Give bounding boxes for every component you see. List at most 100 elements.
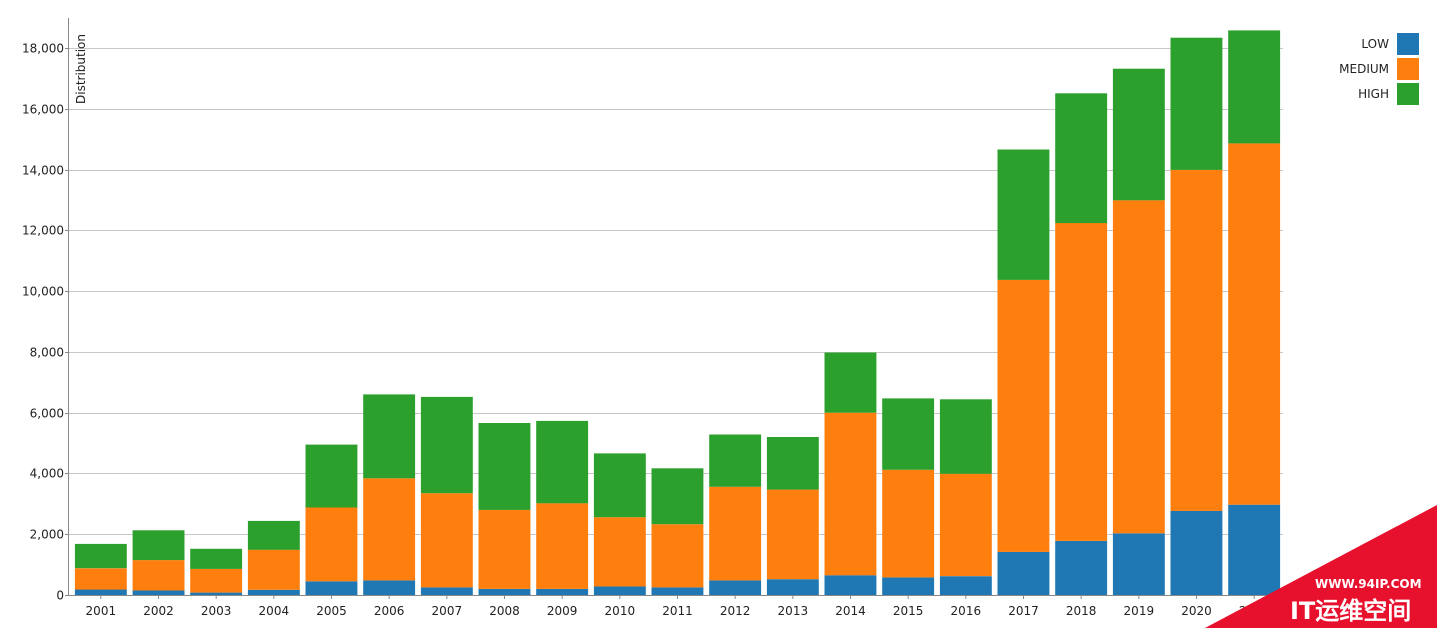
bar-segment-high-2010	[593, 453, 646, 518]
bars	[74, 30, 1281, 595]
bar-segment-medium-2010	[593, 517, 646, 587]
bar-segment-low-2006	[363, 580, 416, 595]
x-tick-label: 2003	[201, 604, 232, 618]
bar-segment-medium-2013	[766, 489, 819, 580]
bar-segment-low-2014	[824, 575, 877, 595]
bar-segment-high-2014	[824, 352, 877, 413]
legend-label-medium: MEDIUM	[1339, 62, 1389, 76]
y-tick-label: 2,000	[30, 528, 64, 542]
bar-segment-low-2013	[766, 579, 819, 595]
bar-segment-high-2001	[74, 543, 127, 569]
bar-segment-low-2004	[247, 589, 300, 595]
bar-segment-high-2011	[651, 468, 704, 525]
bar-segment-medium-2016	[939, 473, 992, 577]
legend-swatch-low	[1397, 33, 1419, 55]
bar-segment-low-2015	[882, 577, 935, 595]
bar-segment-medium-2012	[709, 486, 762, 581]
bar-segment-medium-2009	[536, 503, 589, 589]
bar-segment-high-2008	[478, 423, 531, 510]
bar-segment-medium-2007	[420, 493, 473, 588]
bar-segment-medium-2014	[824, 412, 877, 576]
bar-segment-high-2020	[1170, 37, 1223, 170]
watermark-url: WWW.94IP.COM	[1315, 577, 1422, 591]
bar-segment-high-2017	[997, 149, 1050, 280]
watermark-name: IT运维空间	[1290, 597, 1411, 625]
bar-segment-medium-2008	[478, 509, 531, 589]
y-tick-label: 0	[56, 589, 64, 603]
bar-segment-low-2017	[997, 551, 1050, 595]
bar-segment-medium-2004	[247, 549, 300, 590]
x-tick-label: 2014	[835, 604, 866, 618]
x-tick-label: 2004	[259, 604, 290, 618]
x-tick-label: 2002	[143, 604, 174, 618]
bar-segment-low-2002	[132, 590, 185, 595]
y-tick-label: 18,000	[22, 42, 64, 56]
bar-segment-low-2001	[74, 589, 127, 595]
axes: 0 2,000 4,000 6,000 8,000 10,000 12,000 14,000 1…	[22, 18, 1283, 618]
bar-segment-medium-2020	[1170, 169, 1223, 511]
bar-segment-high-2005	[305, 444, 358, 508]
y-axis-title: Distribution	[74, 34, 88, 104]
x-tick-label: 2001	[86, 604, 117, 618]
bar-segment-medium-2021	[1228, 143, 1281, 505]
bar-segment-low-2011	[651, 587, 704, 595]
bar-segment-low-2021	[1228, 504, 1281, 595]
y-tick-label: 14,000	[22, 164, 64, 178]
x-tick-label: 2005	[316, 604, 347, 618]
x-tick-label: 2008	[489, 604, 520, 618]
bar-segment-high-2018	[1055, 93, 1108, 224]
bar-segment-medium-2005	[305, 507, 358, 582]
bar-segment-high-2003	[190, 548, 243, 569]
y-tick-label: 16,000	[22, 103, 64, 117]
bar-segment-low-2020	[1170, 510, 1223, 595]
y-tick-label: 8,000	[30, 346, 64, 360]
bar-segment-low-2019	[1112, 533, 1165, 595]
bar-segment-low-2008	[478, 588, 531, 595]
bar-segment-low-2012	[709, 580, 762, 595]
bar-segment-high-2002	[132, 530, 185, 561]
legend-label-low: LOW	[1361, 37, 1389, 51]
y-tick-label: 4,000	[30, 467, 64, 481]
bar-segment-high-2016	[939, 399, 992, 474]
y-tick-label: 6,000	[30, 407, 64, 421]
x-tick-label: 2019	[1124, 604, 1155, 618]
bar-segment-medium-2001	[74, 568, 127, 590]
legend-swatch-high	[1397, 83, 1419, 105]
bar-segment-medium-2017	[997, 279, 1050, 552]
legend-swatch-medium	[1397, 58, 1419, 80]
x-tick-label: 2009	[547, 604, 578, 618]
bar-segment-low-2018	[1055, 540, 1108, 595]
bar-segment-low-2005	[305, 581, 358, 595]
legend: LOW MEDIUM HIGH	[1339, 33, 1419, 105]
legend-label-high: HIGH	[1358, 87, 1389, 101]
x-tick-label: 2006	[374, 604, 405, 618]
bar-segment-medium-2015	[882, 469, 935, 578]
bar-segment-high-2009	[536, 420, 589, 504]
bar-segment-low-2010	[593, 586, 646, 595]
x-tick-label: 2017	[1008, 604, 1039, 618]
bar-segment-low-2003	[190, 592, 243, 595]
bar-segment-high-2021	[1228, 30, 1281, 144]
bar-segment-low-2009	[536, 588, 589, 595]
bar-segment-high-2004	[247, 520, 300, 550]
x-tick-label: 2013	[778, 604, 809, 618]
bar-segment-medium-2011	[651, 524, 704, 588]
bar-segment-medium-2019	[1112, 200, 1165, 534]
watermark: WWW.94IP.COM IT运维空间	[1205, 505, 1437, 628]
x-tick-label: 2020	[1181, 604, 1212, 618]
y-tick-label: 12,000	[22, 224, 64, 238]
x-tick-label: 2011	[662, 604, 693, 618]
y-tick-label: 10,000	[22, 285, 64, 299]
grid-lines	[68, 48, 1283, 535]
watermark-ribbon	[1205, 505, 1437, 628]
x-tick-label: 2016	[951, 604, 982, 618]
bar-segment-high-2012	[709, 434, 762, 487]
x-tick-label: 2015	[893, 604, 924, 618]
x-tick-label: 2012	[720, 604, 751, 618]
bar-segment-high-2019	[1112, 68, 1165, 201]
bar-segment-medium-2002	[132, 560, 185, 591]
bar-segment-medium-2018	[1055, 223, 1108, 541]
bar-segment-high-2013	[766, 437, 819, 490]
x-tick-label: 2007	[432, 604, 463, 618]
